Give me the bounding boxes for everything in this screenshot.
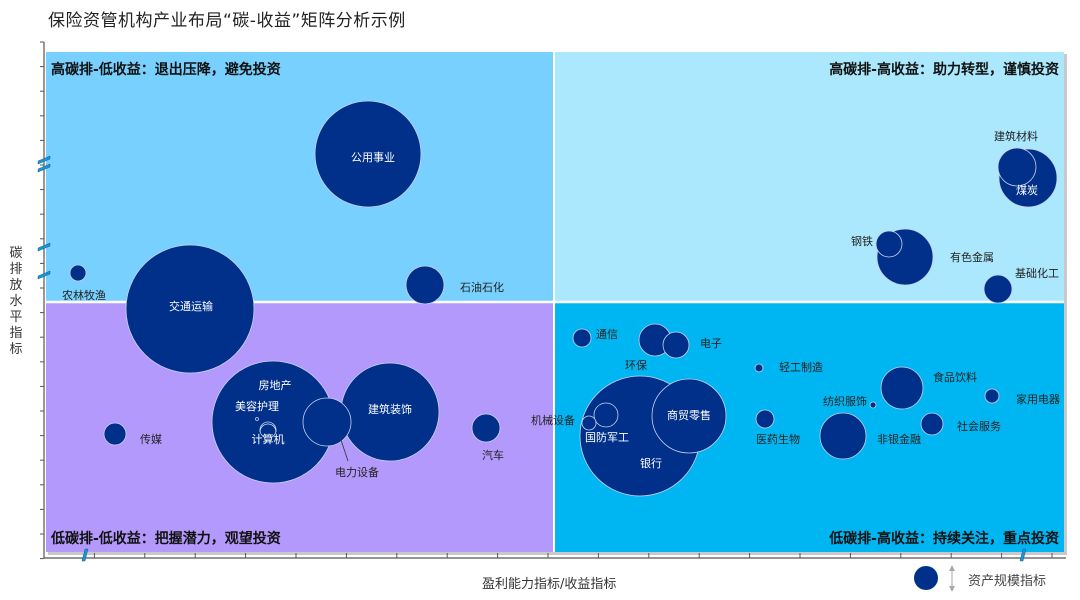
- bubble-size-icon: [914, 566, 938, 590]
- bubble-label: 社会服务: [957, 419, 1001, 433]
- bubble-point[interactable]: 基础化工: [983, 274, 1013, 304]
- bubble-label: 电力设备: [335, 465, 379, 479]
- chart-title: 保险资管机构产业布局“碳-收益”矩阵分析示例: [48, 11, 406, 31]
- bubble-label: 医药生物: [756, 432, 800, 446]
- bubble-label: 计算机: [252, 432, 285, 446]
- bubble-label: 基础化工: [1015, 266, 1059, 280]
- bubble-point[interactable]: 传媒: [103, 422, 127, 446]
- bubble-point[interactable]: 社会服务: [920, 412, 944, 436]
- axis-break-icon: [37, 155, 51, 165]
- bubble-point[interactable]: 国防军工: [593, 402, 619, 428]
- bubble-label: 美容护理: [235, 399, 279, 413]
- bubble-label: 石油石化: [460, 280, 504, 294]
- bubble-label: 建筑材料: [994, 129, 1038, 143]
- plot-shadow-right: [1064, 54, 1067, 554]
- bubble-label: 公用事业: [351, 151, 395, 164]
- bubble-label: 银行: [640, 456, 662, 470]
- arrow-down-icon: [949, 586, 955, 592]
- bubble-label: 交通运输: [169, 299, 213, 313]
- bubble-point[interactable]: 机械设备: [581, 415, 597, 431]
- bubble-point[interactable]: 通信: [572, 328, 592, 348]
- bubbles: 交通运输房地产银行公用事业建筑装饰商贸零售煤炭有色金属电力设备非银金融食品饮料石…: [69, 100, 1058, 497]
- bubble-label: 环保: [625, 358, 647, 372]
- bubble-point[interactable]: 医药生物: [755, 409, 775, 429]
- bubble-label: 有色金属: [950, 250, 994, 264]
- axis-break-icon: [1019, 548, 1027, 562]
- legend-label: 资产规模指标: [968, 574, 1047, 589]
- bubble-label: 商贸零售: [667, 408, 711, 422]
- bubble-label: 房地产: [259, 378, 292, 392]
- quadrant-label-bottom-right: 低碳排-高收益：持续关注，重点投资: [828, 530, 1059, 547]
- axis-break-icon: [37, 270, 51, 280]
- bubble-point[interactable]: 汽车: [471, 413, 501, 443]
- bubble-point[interactable]: 商贸零售: [651, 378, 727, 454]
- bubble-point[interactable]: 电力设备: [302, 397, 352, 447]
- bubble-label: 煤炭: [1016, 184, 1038, 197]
- bubble-point[interactable]: 公用事业: [314, 100, 422, 208]
- quadrant-label-top-right: 高碳排-高收益：助力转型，谨慎投资: [829, 61, 1059, 78]
- bubble-label: 农林牧渔: [62, 288, 106, 302]
- overlap-arc: [259, 423, 277, 433]
- size-legend: [914, 565, 955, 592]
- bubble-label: 非银金融: [877, 432, 921, 446]
- axis-break-icon: [81, 548, 89, 562]
- bubble-label: 钢铁: [851, 235, 873, 248]
- bubble-point[interactable]: 钢铁: [875, 230, 903, 258]
- bubble-point[interactable]: 石油石化: [405, 265, 445, 305]
- bubble-label: 传媒: [140, 433, 162, 446]
- y-axis-label: 碳排放水平指标: [9, 246, 23, 357]
- bubble-point[interactable]: 轻工制造: [754, 363, 764, 373]
- bubble-label: 纺织服饰: [823, 394, 867, 408]
- quadrant-top-right: [555, 52, 1064, 301]
- arrow-up-icon: [949, 565, 955, 571]
- bubble-point[interactable]: 美容护理: [255, 417, 259, 421]
- bubble-point[interactable]: 建筑材料: [997, 147, 1037, 187]
- leader-line: [339, 436, 349, 462]
- bubble-point[interactable]: 非银金融: [819, 412, 867, 460]
- bubble-labels: 公用事业农林牧渔交通运输石油石化建筑材料煤炭钢铁有色金属基础化工传媒房地产美容护…: [62, 129, 1060, 479]
- bubble-point[interactable]: 家用电器: [984, 388, 1000, 404]
- bubble-label: 国防军工: [585, 430, 629, 444]
- bubble-label: 电子: [700, 337, 722, 350]
- quadrant-label-bottom-left: 低碳排-低收益：把握潜力，观望投资: [50, 530, 281, 547]
- bubble-point[interactable]: 纺织服饰: [869, 401, 877, 409]
- plot-shadow-bottom: [48, 552, 1067, 555]
- bubble-point[interactable]: 电子: [662, 331, 690, 359]
- bubble-label: 建筑装饰: [368, 402, 412, 416]
- quadrant-top-left: [46, 52, 553, 301]
- x-axis-label: 盈利能力指标/收益指标: [482, 577, 617, 592]
- axis-break-icon: [37, 163, 51, 173]
- bubble-label: 家用电器: [1016, 392, 1060, 406]
- bubble-label: 通信: [596, 328, 618, 341]
- bubble-label: 轻工制造: [779, 360, 823, 374]
- quadrant-label-top-left: 高碳排-低收益：退出压降，避免投资: [51, 61, 281, 78]
- bubble-label: 机械设备: [531, 413, 575, 427]
- bubble-point[interactable]: 食品饮料: [880, 366, 924, 410]
- bubble-label: 汽车: [482, 448, 504, 462]
- bubble-point[interactable]: 交通运输: [125, 244, 255, 374]
- axis-break-icon: [37, 242, 51, 252]
- bubble-point[interactable]: 农林牧渔: [69, 264, 87, 282]
- bubble-label: 食品饮料: [933, 370, 977, 384]
